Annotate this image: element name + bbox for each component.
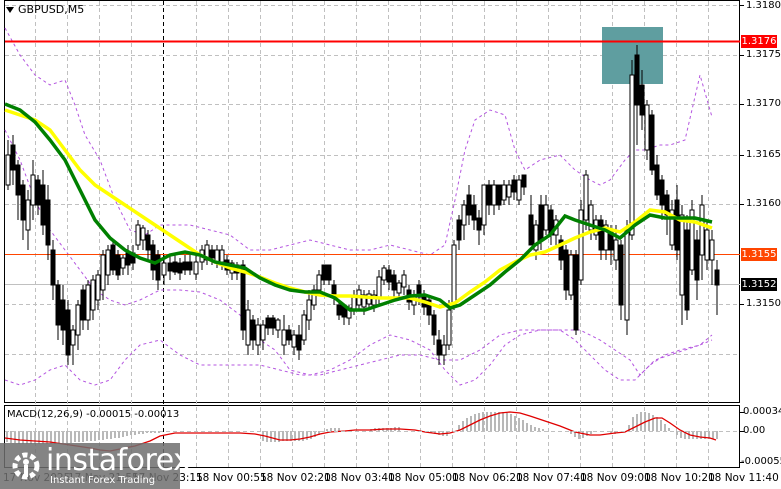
macd-tick-mid: 0.00 [743,425,766,436]
price-tick: 1.3175 [746,49,781,60]
watermark-brand: instaforex [46,443,191,478]
time-label: 18 Nov 05:00 [388,472,459,484]
gear-logo-icon [12,452,40,480]
bollinger-bands [4,27,713,386]
symbol-title[interactable]: GBPUSD,M5 [6,3,84,16]
current-price-tag: 1.3152 [741,278,777,291]
time-label: 18 Nov 02:20 [260,472,331,484]
time-label: 18 Nov 09:00 [580,472,651,484]
watermark-tagline: Instant Forex Trading [50,475,156,486]
time-label: 18 Nov 07:40 [516,472,587,484]
macd-tick-top: 0.00034 [743,406,781,417]
ma-green-line [4,102,713,312]
dropdown-triangle-icon[interactable] [6,6,14,13]
ma-yellow-line [4,108,713,309]
time-label: 18 Nov 06:20 [452,472,523,484]
instaforex-watermark: instaforex Instant Forex Trading [0,443,191,489]
price-axis-ticks [740,5,744,463]
support-price-tag: 1.3155 [741,248,777,261]
macd-tick-bottom: -0.00055 [741,456,781,467]
symbol-label: GBPUSD,M5 [18,3,85,16]
time-label: 18 Nov 00:55 [196,472,267,484]
candlesticks [5,45,720,365]
price-tick: 1.3150 [746,298,781,309]
macd-histogram [6,412,718,444]
macd-label: MACD(12,26,9) -0.00015 -0.00013 [7,409,180,420]
time-label: 18 Nov 10:20 [644,472,715,484]
resistance-price-tag: 1.3176 [741,35,777,48]
price-tick: 1.3180 [746,0,781,11]
time-label: 18 Nov 11:40 [708,472,779,484]
price-tick: 1.3170 [746,98,781,109]
price-tick: 1.3160 [746,198,781,209]
price-tick: 1.3165 [746,149,781,160]
time-label: 18 Nov 03:40 [324,472,395,484]
